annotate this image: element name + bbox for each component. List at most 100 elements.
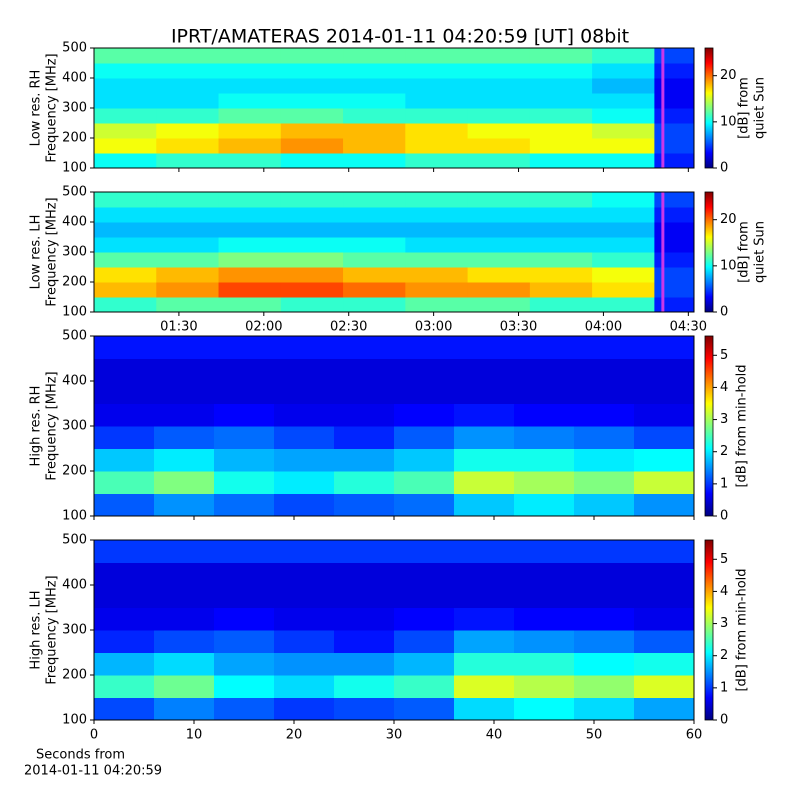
heatmap-cell [274,358,335,382]
heatmap-cell [467,153,531,169]
y-tick-label: 300 [62,101,87,116]
heatmap-cell [154,652,215,676]
x-tick-label: 01:30 [160,320,197,335]
colorbar-label: [dB] from [737,77,752,139]
colorbar-label: [dB] from min-hold [735,364,750,487]
heatmap-cell [467,297,531,313]
heatmap-cell [654,297,695,313]
heatmap-cell [343,153,406,169]
colorbar-tick-label: 5 [720,348,728,363]
heatmap-cell [334,448,395,472]
heatmap-cell [156,267,220,283]
heatmap-cell [94,222,157,238]
colorbar-tick-label: 1 [720,680,728,695]
heatmap-cell [467,282,531,298]
heatmap-cell [634,630,695,653]
heatmap-cell [514,675,575,698]
heatmap-cell [94,237,157,253]
y-tick-label: 400 [62,71,87,86]
heatmap-cell [467,108,531,124]
heatmap-cell [274,652,335,676]
heatmap-cell [592,63,655,79]
heatmap-cell [592,93,655,109]
heatmap-cell [529,207,593,223]
heatmap-cell [529,153,593,169]
heatmap-cell [514,336,575,359]
heatmap-cell [529,252,593,268]
heatmap-cell [274,607,335,631]
heatmap-cell [218,63,282,79]
heatmap-cell [394,585,455,608]
x-tick-label: 02:30 [330,320,367,335]
heatmap-cell [154,358,215,382]
heatmap-cell [654,252,695,268]
heatmap-cell [274,540,335,563]
heatmap-cell [343,48,406,64]
heatmap-cell [214,585,275,608]
heatmap-cell [280,252,344,268]
heatmap-cell [334,358,395,382]
colorbar-tick-label: 3 [720,412,728,427]
heatmap-cell [592,153,655,169]
heatmap-cell [343,207,406,223]
heatmap-cell [467,192,531,208]
heatmap-cell [280,153,344,169]
heatmap-cell [467,237,531,253]
heatmap-cell [274,471,335,494]
y-tick-label: 300 [62,245,87,260]
heatmap-cell [574,336,635,359]
heatmap-cell [454,381,515,404]
heatmap-cell [394,426,455,449]
heatmap-cell [514,403,575,427]
heatmap-cell [334,493,395,517]
figure-title: IPRT/AMATERAS 2014-01-11 04:20:59 [UT] 0… [171,26,629,48]
heatmap-cell [156,297,220,313]
heatmap-cell [634,675,695,698]
heatmap-cell [154,675,215,698]
heatmap-cell [654,123,695,139]
heatmap-cell [529,48,593,64]
heatmap-cell [654,78,695,94]
heatmap-cell [454,697,515,721]
heatmap-cell [654,48,695,64]
heatmap-cell [514,652,575,676]
colorbar-tick-label: 10 [720,114,737,129]
heatmap-cell [514,607,575,631]
heatmap-cell [343,252,406,268]
heatmap-cell [467,78,531,94]
heatmap-cell [454,336,515,359]
heatmap-cell [634,381,695,404]
colorbar-tick-label: 0 [720,713,728,728]
heatmap-cell [592,252,655,268]
y-tick-label: 500 [62,41,87,56]
heatmap-cell [343,123,406,139]
heatmap-cell [94,403,155,427]
heatmap-cell [334,540,395,563]
heatmap-cell [574,562,635,586]
colorbar-tick-label: 5 [720,552,728,567]
heatmap-cell [280,267,344,283]
heatmap-cell [654,237,695,253]
x-tick-label: 50 [586,728,603,743]
heatmap-cell [94,697,155,721]
heatmap-cell [529,108,593,124]
heatmap-cell [634,540,695,563]
heatmap-cell [634,403,695,427]
heatmap-cell [405,222,469,238]
heatmap-cell [394,403,455,427]
heatmap-cell [218,207,282,223]
y-axis-label: Frequency [MHz] [45,197,60,306]
heatmap-cell [529,267,593,283]
heatmap-cell [280,297,344,313]
heatmap-cell [280,138,344,154]
colorbar-tick-label: 0 [720,509,728,524]
heatmap-cell [280,123,344,139]
heatmap-cell [94,448,155,472]
heatmap-cell [529,78,593,94]
heatmap-cell [94,138,157,154]
heatmap-cell [274,336,335,359]
heatmap-cell [274,493,335,517]
heatmap-cell [574,675,635,698]
heatmap-cell [514,358,575,382]
